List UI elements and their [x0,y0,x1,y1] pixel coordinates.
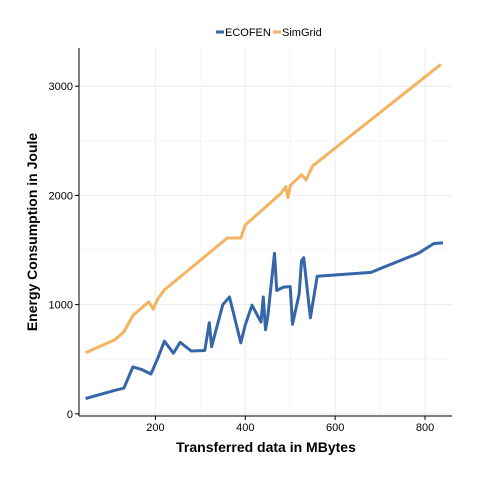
y-tick-label: 3000 [49,81,73,93]
y-tick-label: 0 [67,409,73,421]
x-tick-label: 400 [236,422,254,434]
y-ticks: 0 1000 2000 3000 [49,81,79,421]
x-tick-label: 800 [416,422,434,434]
legend-label-simgrid: SimGrid [282,27,322,39]
series-line-ecofen [85,241,444,400]
y-tick-label: 1000 [49,300,73,312]
series-lines [85,63,444,400]
legend: ECOFEN SimGrid [216,27,322,39]
axes [78,48,452,417]
y-tick-label: 2000 [49,190,73,202]
x-tick-label: 200 [146,422,164,434]
gridlines [79,48,452,416]
legend-label-ecofen: ECOFEN [225,27,271,39]
y-axis-title: Energy Consumption in Joule [24,133,40,332]
x-axis-title: Transferred data in MBytes [176,439,356,455]
x-ticks: 200 400 600 800 [146,416,434,434]
x-tick-label: 600 [326,422,344,434]
series-line-simgrid [85,63,442,355]
